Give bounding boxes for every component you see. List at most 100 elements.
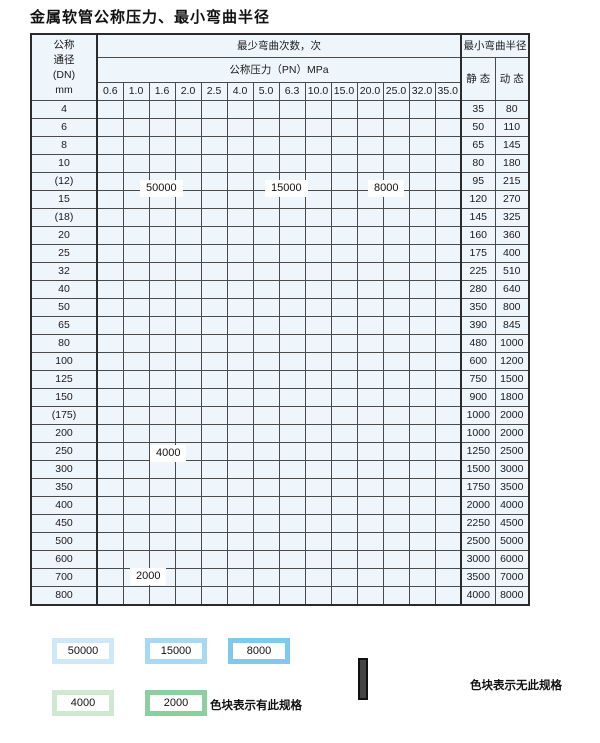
- cell-empty: [408, 352, 436, 371]
- cell-filled: [122, 370, 150, 389]
- cell-empty: [434, 136, 462, 155]
- cell-empty: [408, 496, 436, 515]
- radius-static-value: 80: [460, 154, 496, 173]
- cell-filled: [200, 442, 228, 461]
- cell-filled: [148, 460, 176, 479]
- radius-static-value: 1250: [460, 442, 496, 461]
- cell-filled: [96, 262, 124, 281]
- cell-empty: [408, 316, 436, 335]
- cell-empty: [434, 190, 462, 209]
- cell-filled: [122, 244, 150, 263]
- radius-static-value: 160: [460, 226, 496, 245]
- cell-filled: [200, 334, 228, 353]
- cell-filled: [174, 334, 202, 353]
- table-row: 150 900 1800: [30, 388, 530, 407]
- radius-static-value: 2500: [460, 532, 496, 551]
- table-row: 250 1250 2500: [30, 442, 530, 461]
- cell-filled: [174, 514, 202, 533]
- cell-filled: [174, 532, 202, 551]
- cell-filled: [96, 514, 124, 533]
- table-row: 125 750 1500: [30, 370, 530, 389]
- cell-empty: [434, 172, 462, 191]
- cell-empty: [382, 478, 410, 497]
- dn-value: 40: [30, 280, 98, 299]
- dn-value: 800: [30, 586, 98, 606]
- cell-empty: [434, 406, 462, 425]
- cell-empty: [356, 586, 384, 606]
- cell-filled: [226, 352, 254, 371]
- cell-filled: [174, 478, 202, 497]
- cell-filled: [122, 532, 150, 551]
- cell-filled: [252, 100, 280, 119]
- cell-filled: [96, 586, 124, 606]
- cell-empty: [408, 262, 436, 281]
- cell-empty: [408, 208, 436, 227]
- radius-static-value: 50: [460, 118, 496, 137]
- pressure-tick-10.0: 10.0: [304, 82, 332, 101]
- cell-filled: [382, 100, 410, 119]
- cell-filled: [96, 334, 124, 353]
- radius-dynamic-value: 270: [494, 190, 530, 209]
- cell-empty: [382, 280, 410, 299]
- cell-filled: [278, 136, 306, 155]
- table-row: 8 65 145: [30, 136, 530, 155]
- cell-filled: [200, 136, 228, 155]
- cell-empty: [434, 424, 462, 443]
- cell-empty: [382, 406, 410, 425]
- cell-filled: [96, 280, 124, 299]
- dn-value: (18): [30, 208, 98, 227]
- cell-filled: [122, 136, 150, 155]
- dn-value: 15: [30, 190, 98, 209]
- cell-filled: [148, 478, 176, 497]
- cell-filled: [122, 100, 150, 119]
- cell-filled: [226, 118, 254, 137]
- callout-label-15000: 15000: [265, 180, 308, 197]
- cell-filled: [356, 100, 384, 119]
- cell-filled: [200, 388, 228, 407]
- cell-empty: [252, 496, 280, 515]
- cell-filled: [226, 190, 254, 209]
- cell-filled: [148, 586, 176, 606]
- radius-static-header: 静 态: [460, 57, 496, 101]
- cell-empty: [330, 442, 358, 461]
- table-row: (175) 1000 2000: [30, 406, 530, 425]
- cell-filled: [304, 136, 332, 155]
- cell-filled: [148, 226, 176, 245]
- cell-filled: [252, 424, 280, 443]
- pressure-tick-2.0: 2.0: [174, 82, 202, 101]
- cell-filled: [252, 298, 280, 317]
- cell-empty: [330, 334, 358, 353]
- cell-filled: [200, 478, 228, 497]
- cell-empty: [200, 586, 228, 606]
- table-row: 50 350 800: [30, 298, 530, 317]
- cell-empty: [434, 316, 462, 335]
- cell-filled: [148, 208, 176, 227]
- table-head: 公称 通径 (DN) mm 最少弯曲次数，次 最小弯曲半径 公称压力（PN）MP…: [30, 33, 530, 101]
- cell-filled: [200, 514, 228, 533]
- pressure-tick-15.0: 15.0: [330, 82, 358, 101]
- cell-filled: [278, 226, 306, 245]
- cell-empty: [304, 496, 332, 515]
- cell-empty: [382, 226, 410, 245]
- pressure-tick-32.0: 32.0: [408, 82, 436, 101]
- cell-empty: [434, 442, 462, 461]
- cell-empty: [226, 586, 254, 606]
- cell-filled: [174, 370, 202, 389]
- cell-filled: [96, 460, 124, 479]
- dn-value: 25: [30, 244, 98, 263]
- table-row: 800 4000 8000: [30, 586, 530, 606]
- cell-empty: [382, 352, 410, 371]
- radius-dynamic-value: 360: [494, 226, 530, 245]
- pressure-tick-20.0: 20.0: [356, 82, 384, 101]
- cell-filled: [226, 298, 254, 317]
- cell-empty: [382, 298, 410, 317]
- cell-filled: [148, 100, 176, 119]
- cell-filled: [148, 532, 176, 551]
- cell-empty: [304, 460, 332, 479]
- cell-empty: [356, 424, 384, 443]
- cell-filled: [148, 550, 176, 569]
- cell-empty: [408, 172, 436, 191]
- cell-filled: [122, 442, 150, 461]
- cell-filled: [174, 406, 202, 425]
